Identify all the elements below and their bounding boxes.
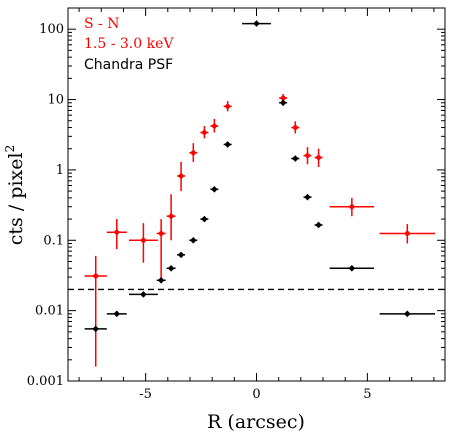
- y-axis-label-superscript: 2: [3, 145, 17, 153]
- data-point: [189, 236, 197, 244]
- data-point: [177, 172, 185, 180]
- data-point: [279, 94, 287, 102]
- x-tick-label: 5: [363, 387, 371, 402]
- legend-line-1: S - N: [84, 16, 119, 32]
- data-point: [113, 228, 121, 236]
- series-psf: [84, 20, 436, 333]
- data-point: [348, 264, 356, 272]
- x-tick-label: 0: [252, 387, 260, 402]
- y-tick-label: 0.1: [43, 233, 64, 248]
- data-point: [201, 129, 208, 136]
- y-tick-label: 1: [56, 163, 64, 178]
- data-point: [292, 155, 299, 162]
- x-axis-label: R (arcsec): [207, 411, 305, 433]
- y-tick-label: 10: [47, 93, 64, 108]
- y-axis-label: cts / pixel2: [3, 145, 27, 245]
- x-tick-label: -5: [139, 387, 152, 402]
- data-point: [348, 203, 356, 211]
- data-point: [167, 212, 175, 220]
- y-axis-label-main: cts / pixel: [5, 152, 27, 245]
- data-point: [157, 276, 165, 284]
- data-point: [211, 122, 218, 130]
- data-point: [279, 99, 287, 107]
- data-point: [189, 149, 197, 157]
- data-point: [292, 124, 299, 131]
- data-point: [167, 264, 175, 272]
- data-point: [224, 141, 231, 148]
- legend-line-3: Chandra PSF: [84, 57, 173, 73]
- data-point: [315, 154, 322, 161]
- data-point: [304, 152, 311, 159]
- data-point: [253, 20, 260, 27]
- data-point: [224, 103, 231, 110]
- data-point: [140, 236, 147, 244]
- legend-line-2: 1.5 - 3.0 keV: [84, 36, 174, 52]
- series-s-minus-n: [84, 93, 436, 367]
- data-point: [404, 310, 411, 318]
- data-point: [211, 186, 218, 193]
- data-point: [92, 325, 100, 333]
- data-point: [315, 221, 322, 229]
- data-point: [404, 230, 411, 237]
- data-point: [201, 215, 208, 223]
- y-tick-label: 0.001: [27, 374, 64, 389]
- axes: -5 0 5 0.001 0.01 0.1 1 10 100: [27, 7, 445, 402]
- data-point: [157, 230, 165, 237]
- y-tick-label: 0.01: [35, 304, 64, 319]
- y-tick-label: 100: [39, 22, 64, 37]
- data-point: [304, 193, 311, 201]
- data-point: [177, 251, 185, 259]
- data-point: [92, 272, 100, 280]
- data-point: [140, 291, 147, 298]
- data-point: [113, 310, 121, 318]
